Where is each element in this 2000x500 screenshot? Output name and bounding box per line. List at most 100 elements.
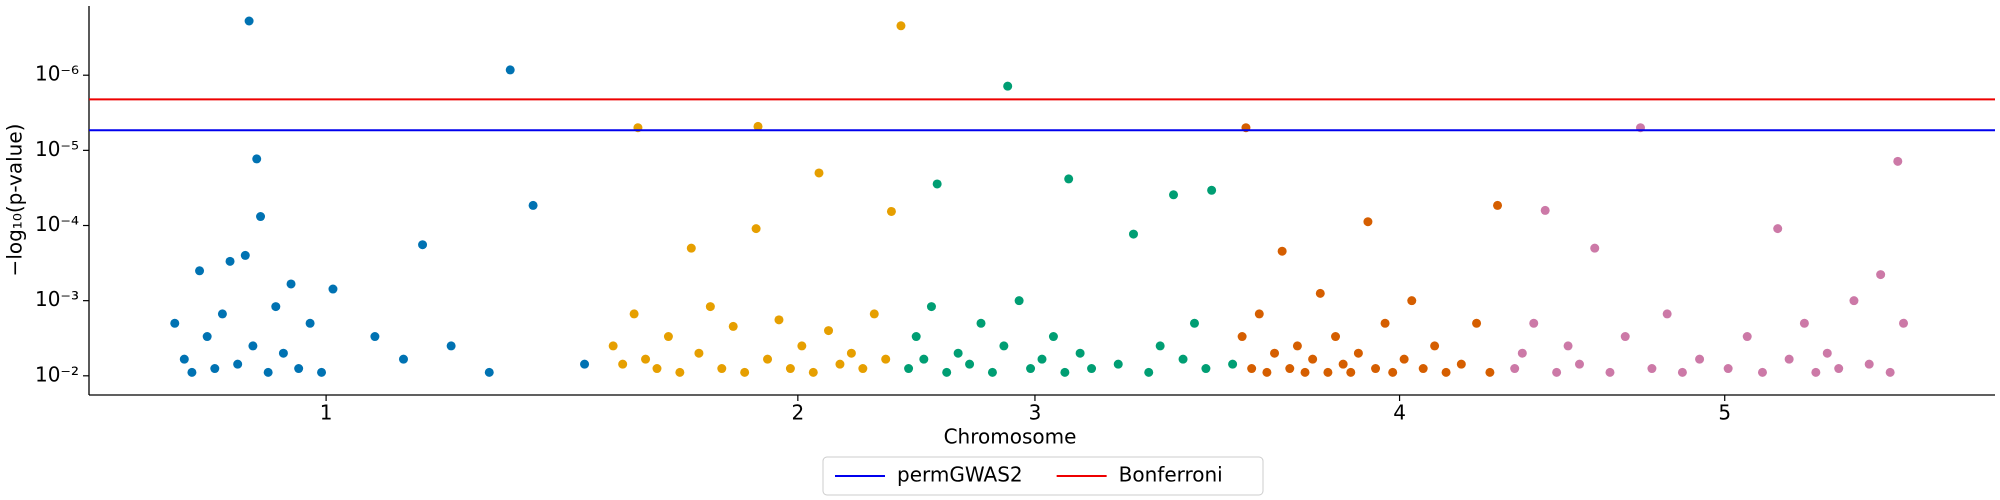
point [1323, 367, 1333, 377]
point [1315, 288, 1325, 298]
point [1189, 318, 1199, 328]
point [233, 359, 243, 369]
point [446, 341, 456, 351]
point [1331, 332, 1341, 342]
point [217, 309, 227, 319]
point [1834, 364, 1844, 374]
point [808, 367, 818, 377]
point [1338, 359, 1348, 369]
y-axis-label: −log₁₀(p-value) [3, 124, 27, 277]
point [1292, 341, 1302, 351]
point [618, 359, 628, 369]
point [1517, 348, 1527, 358]
point [774, 315, 784, 325]
point [1207, 185, 1217, 195]
x-tick-label: 2 [791, 401, 804, 425]
point [976, 318, 986, 328]
point [1773, 224, 1783, 234]
point [881, 354, 891, 364]
point [170, 318, 180, 328]
point [294, 364, 304, 374]
point [835, 359, 845, 369]
point [740, 367, 750, 377]
point [1485, 367, 1495, 377]
x-tick-label: 5 [1718, 401, 1731, 425]
point [370, 332, 380, 342]
point [675, 367, 685, 377]
point [1064, 174, 1074, 184]
point [751, 224, 761, 234]
point [195, 266, 205, 276]
point [1784, 354, 1794, 364]
y-tick-label: 10⁻² [35, 362, 79, 386]
point [256, 212, 266, 222]
point [1893, 156, 1903, 166]
point [608, 341, 618, 351]
point [932, 179, 942, 189]
point [1399, 354, 1409, 364]
point [1510, 364, 1520, 374]
point [317, 367, 327, 377]
point [1552, 367, 1562, 377]
point [1662, 309, 1672, 319]
point [580, 359, 590, 369]
point [641, 354, 651, 364]
point [1695, 354, 1705, 364]
point [717, 364, 727, 374]
point [286, 279, 296, 289]
point [1885, 367, 1895, 377]
point [1723, 364, 1733, 374]
point [953, 348, 963, 358]
point [252, 154, 262, 164]
point [1178, 354, 1188, 364]
point [1201, 364, 1211, 374]
point [629, 309, 639, 319]
point [1128, 229, 1138, 239]
point [1155, 341, 1165, 351]
point [965, 359, 975, 369]
point [1228, 359, 1238, 369]
point [210, 364, 220, 374]
point [528, 200, 538, 210]
point [240, 250, 250, 260]
point [846, 348, 856, 358]
point [1493, 200, 1503, 210]
point [1026, 364, 1036, 374]
point [1014, 296, 1024, 306]
point [398, 354, 408, 364]
point [919, 354, 929, 364]
point [1811, 367, 1821, 377]
point [1574, 359, 1584, 369]
point [987, 367, 997, 377]
point [1677, 367, 1687, 377]
point [904, 364, 914, 374]
point [1876, 270, 1886, 280]
point [1388, 367, 1398, 377]
y-tick-label: 10⁻⁴ [35, 212, 79, 236]
legend-box [822, 456, 1264, 496]
point [814, 168, 824, 178]
point [999, 341, 1009, 351]
point [1037, 354, 1047, 364]
point [1144, 367, 1154, 377]
point [753, 121, 763, 131]
point [858, 364, 868, 374]
point [728, 321, 738, 331]
point [1003, 81, 1013, 91]
point [1563, 341, 1573, 351]
point [505, 65, 515, 75]
point [1605, 367, 1615, 377]
point [797, 341, 807, 351]
point [1169, 190, 1179, 200]
point [1346, 367, 1356, 377]
x-tick-label: 3 [1029, 401, 1042, 425]
point [263, 367, 273, 377]
point [1380, 318, 1390, 328]
point [418, 240, 428, 250]
point [1113, 359, 1123, 369]
y-tick-label: 10⁻⁵ [35, 137, 79, 161]
point [1353, 348, 1363, 358]
legend-label: Bonferroni [1119, 463, 1223, 487]
point [328, 284, 338, 294]
point [1060, 367, 1070, 377]
